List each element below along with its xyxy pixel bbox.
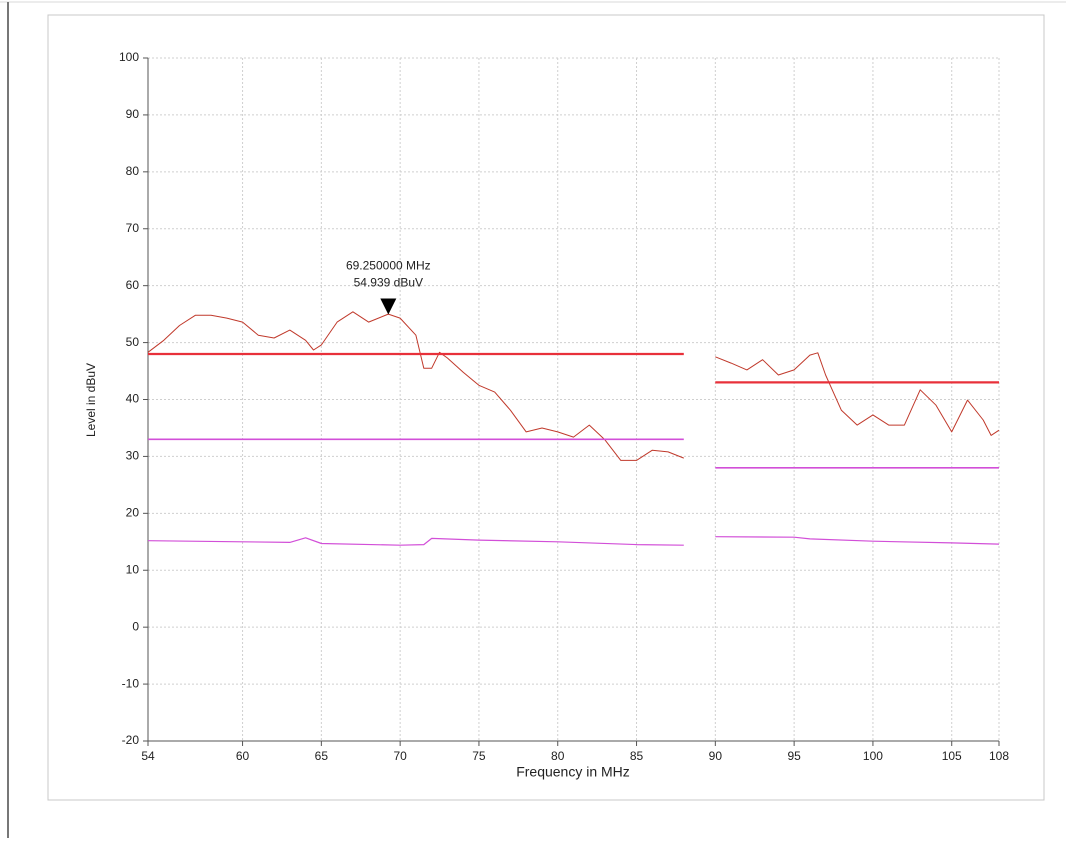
x-tick-label: 60 — [236, 749, 250, 763]
y-axis-label: Level in dBuV — [84, 363, 98, 437]
y-tick-label: 40 — [126, 392, 140, 406]
marker-label: 54.939 dBuV — [354, 276, 423, 290]
y-tick-label: 0 — [132, 619, 139, 633]
y-tick-label: 30 — [126, 449, 140, 463]
y-tick-label: 20 — [126, 506, 140, 520]
marker-label: 69.250000 MHz — [346, 259, 431, 273]
y-tick-label: 100 — [119, 50, 139, 64]
x-tick-label: 105 — [942, 749, 962, 763]
y-tick-label: 70 — [126, 221, 140, 235]
series-line — [147, 311, 684, 461]
x-tick-label: 85 — [630, 749, 644, 763]
x-tick-label: 90 — [709, 749, 723, 763]
marker — [380, 298, 397, 315]
y-tick-label: 60 — [126, 278, 140, 292]
x-tick-label: 54 — [141, 749, 155, 763]
x-tick-label: 70 — [393, 749, 407, 763]
x-tick-label: 95 — [787, 749, 801, 763]
chart-frame — [47, 14, 1045, 801]
series-line — [147, 537, 684, 546]
x-tick-label: 75 — [472, 749, 486, 763]
x-axis-label: Frequency in MHz — [516, 764, 630, 780]
y-tick-label: -10 — [122, 676, 140, 690]
y-tick-label: -20 — [122, 733, 140, 747]
y-tick-label: 50 — [126, 335, 140, 349]
y-tick-label: 10 — [126, 562, 140, 576]
y-tick-label: 90 — [126, 107, 140, 121]
x-tick-label: 80 — [551, 749, 565, 763]
x-tick-label: 108 — [989, 749, 1009, 763]
x-tick-label: 65 — [315, 749, 329, 763]
series-line — [715, 352, 1000, 436]
y-tick-label: 80 — [126, 164, 140, 178]
x-tick-label: 100 — [863, 749, 883, 763]
series-line — [715, 536, 1000, 545]
